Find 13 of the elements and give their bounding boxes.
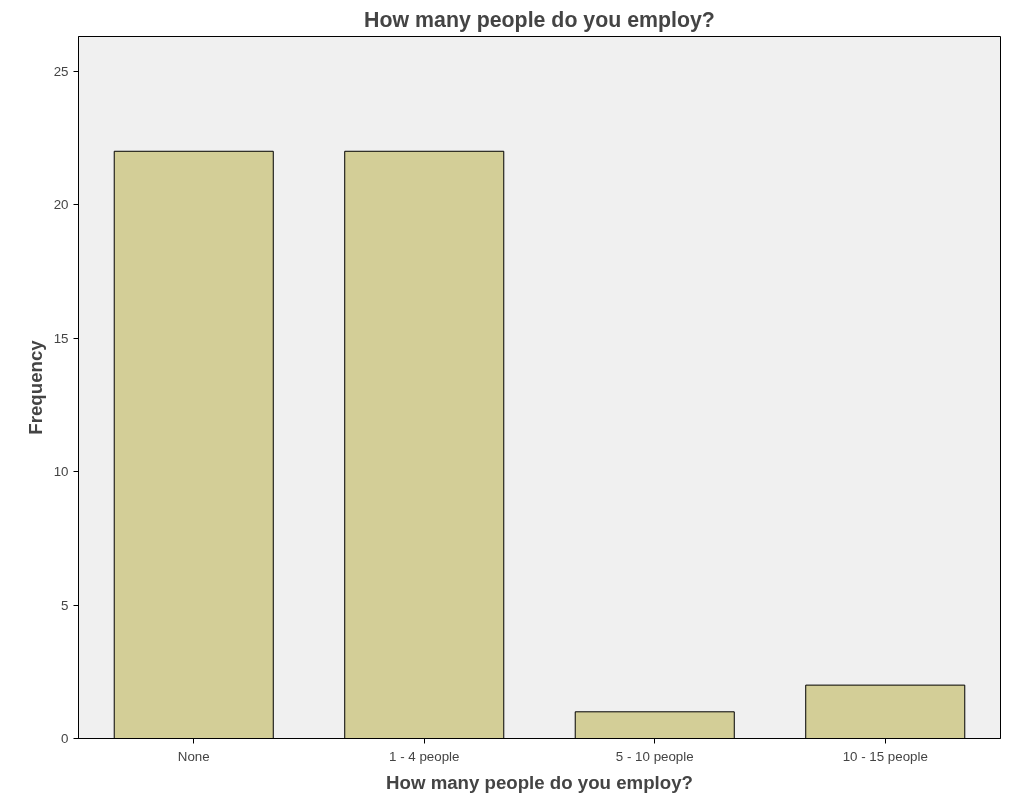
x-tick-label: 10 - 15 people — [842, 748, 928, 764]
x-tick-label: None — [177, 748, 210, 764]
y-tick-label: 10 — [53, 464, 69, 480]
y-axis-title: Frequency — [24, 339, 46, 435]
x-tick-label: 1 - 4 people — [389, 748, 460, 764]
y-tick-label: 25 — [53, 63, 69, 79]
x-tick-label: 5 - 10 people — [615, 748, 694, 764]
y-tick-label: 20 — [53, 197, 69, 213]
y-tick-label: 15 — [53, 330, 69, 346]
y-tick-label: 5 — [61, 597, 69, 613]
x-axis-title: How many people do you employ? — [386, 771, 693, 793]
chart-title: How many people do you employ? — [364, 7, 715, 32]
y-tick-label: 0 — [61, 731, 69, 746]
